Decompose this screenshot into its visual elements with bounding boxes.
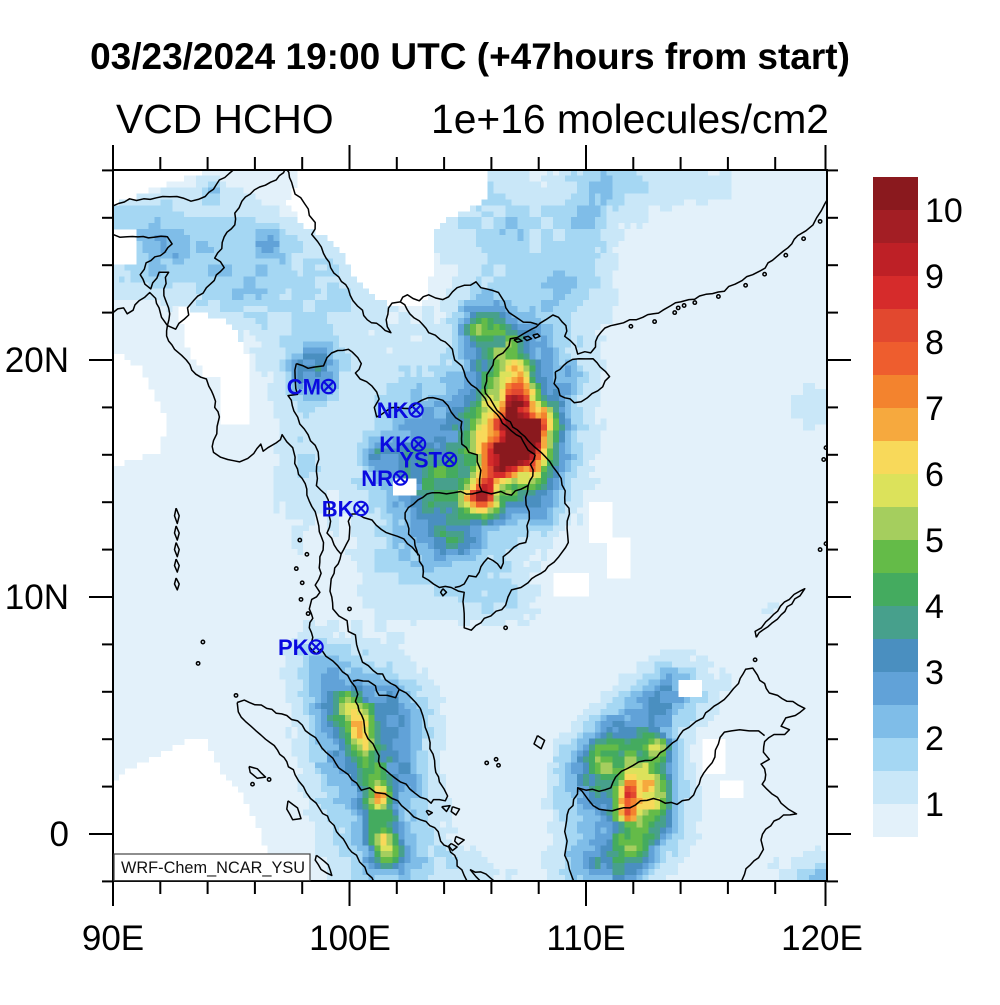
svg-text:5: 5 <box>925 522 944 560</box>
svg-text:7: 7 <box>925 390 944 428</box>
svg-text:120E: 120E <box>781 919 863 958</box>
svg-text:9: 9 <box>925 258 944 296</box>
svg-text:NR: NR <box>361 466 393 491</box>
svg-text:4: 4 <box>925 588 944 626</box>
svg-text:03/23/2024 19:00 UTC (+47hours: 03/23/2024 19:00 UTC (+47hours from star… <box>90 36 850 77</box>
svg-text:1e+16 molecules/cm2: 1e+16 molecules/cm2 <box>431 96 829 142</box>
svg-text:NK: NK <box>377 398 409 423</box>
svg-text:BK: BK <box>322 497 354 522</box>
svg-text:10: 10 <box>925 192 963 230</box>
svg-text:0: 0 <box>50 815 69 854</box>
svg-text:WRF-Chem_NCAR_YSU: WRF-Chem_NCAR_YSU <box>121 858 305 877</box>
svg-text:PK: PK <box>278 635 309 660</box>
svg-text:100E: 100E <box>309 919 391 958</box>
svg-text:6: 6 <box>925 456 944 494</box>
svg-text:110E: 110E <box>546 919 625 958</box>
svg-text:90E: 90E <box>82 919 144 958</box>
svg-text:10N: 10N <box>5 578 69 617</box>
svg-text:KK: KK <box>379 432 411 457</box>
svg-text:2: 2 <box>925 720 944 758</box>
svg-text:VCD HCHO: VCD HCHO <box>116 96 334 142</box>
svg-text:YST: YST <box>399 448 442 473</box>
svg-text:1: 1 <box>925 786 944 824</box>
svg-text:8: 8 <box>925 324 944 362</box>
svg-text:20N: 20N <box>5 341 69 380</box>
svg-text:3: 3 <box>925 654 944 692</box>
svg-text:CM: CM <box>287 375 321 400</box>
